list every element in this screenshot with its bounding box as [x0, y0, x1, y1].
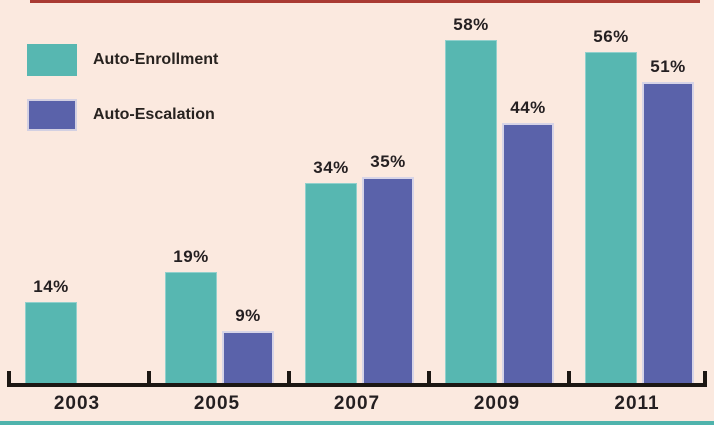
x-axis-tick: [703, 371, 707, 387]
bar-auto-enrollment-2009: [445, 40, 497, 385]
legend-label-auto-enrollment: Auto-Enrollment: [93, 51, 219, 68]
value-label-auto-escalation-2011: 51%: [650, 57, 686, 76]
top-border-rule: [30, 0, 700, 3]
auto-enrollment-swatch: [27, 44, 77, 76]
value-label-auto-enrollment-2009: 58%: [453, 15, 489, 34]
bar-auto-enrollment-2007: [305, 183, 357, 385]
legend-item-auto-enrollment: Auto-Enrollment: [27, 44, 218, 76]
x-axis-tick: [147, 371, 151, 387]
value-label-auto-escalation-2005: 9%: [235, 306, 261, 325]
bar-auto-escalation-2009: [502, 123, 554, 385]
x-axis-label-2011: 2011: [614, 393, 660, 414]
x-axis-line: [7, 383, 707, 387]
value-label-auto-enrollment-2007: 34%: [313, 158, 349, 177]
x-axis-label-2007: 2007: [333, 393, 381, 414]
bar-auto-escalation-2007: [362, 177, 414, 385]
x-axis-tick: [567, 371, 571, 387]
x-axis-tick: [7, 371, 11, 387]
bar-auto-enrollment-2011: [585, 52, 637, 385]
bar-auto-enrollment-2003: [25, 302, 77, 385]
auto-escalation-swatch: [27, 99, 77, 131]
value-label-auto-escalation-2009: 44%: [510, 98, 546, 117]
x-axis-tick: [427, 371, 431, 387]
value-label-auto-enrollment-2011: 56%: [593, 27, 629, 46]
x-axis-label-2009: 2009: [473, 393, 521, 414]
legend-label-auto-escalation: Auto-Escalation: [93, 106, 215, 123]
x-axis-tick: [287, 371, 291, 387]
bar-auto-enrollment-2005: [165, 272, 217, 385]
x-axis-label-2005: 2005: [193, 393, 241, 414]
value-label-auto-enrollment-2005: 19%: [173, 247, 209, 266]
value-label-auto-enrollment-2003: 14%: [33, 277, 69, 296]
x-axis-label-2003: 2003: [53, 393, 101, 414]
bar-auto-escalation-2005: [222, 331, 274, 385]
legend-item-auto-escalation: Auto-Escalation: [27, 99, 215, 131]
value-label-auto-escalation-2007: 35%: [370, 152, 406, 171]
bar-auto-escalation-2011: [642, 82, 694, 385]
bottom-border-rule: [0, 421, 714, 425]
